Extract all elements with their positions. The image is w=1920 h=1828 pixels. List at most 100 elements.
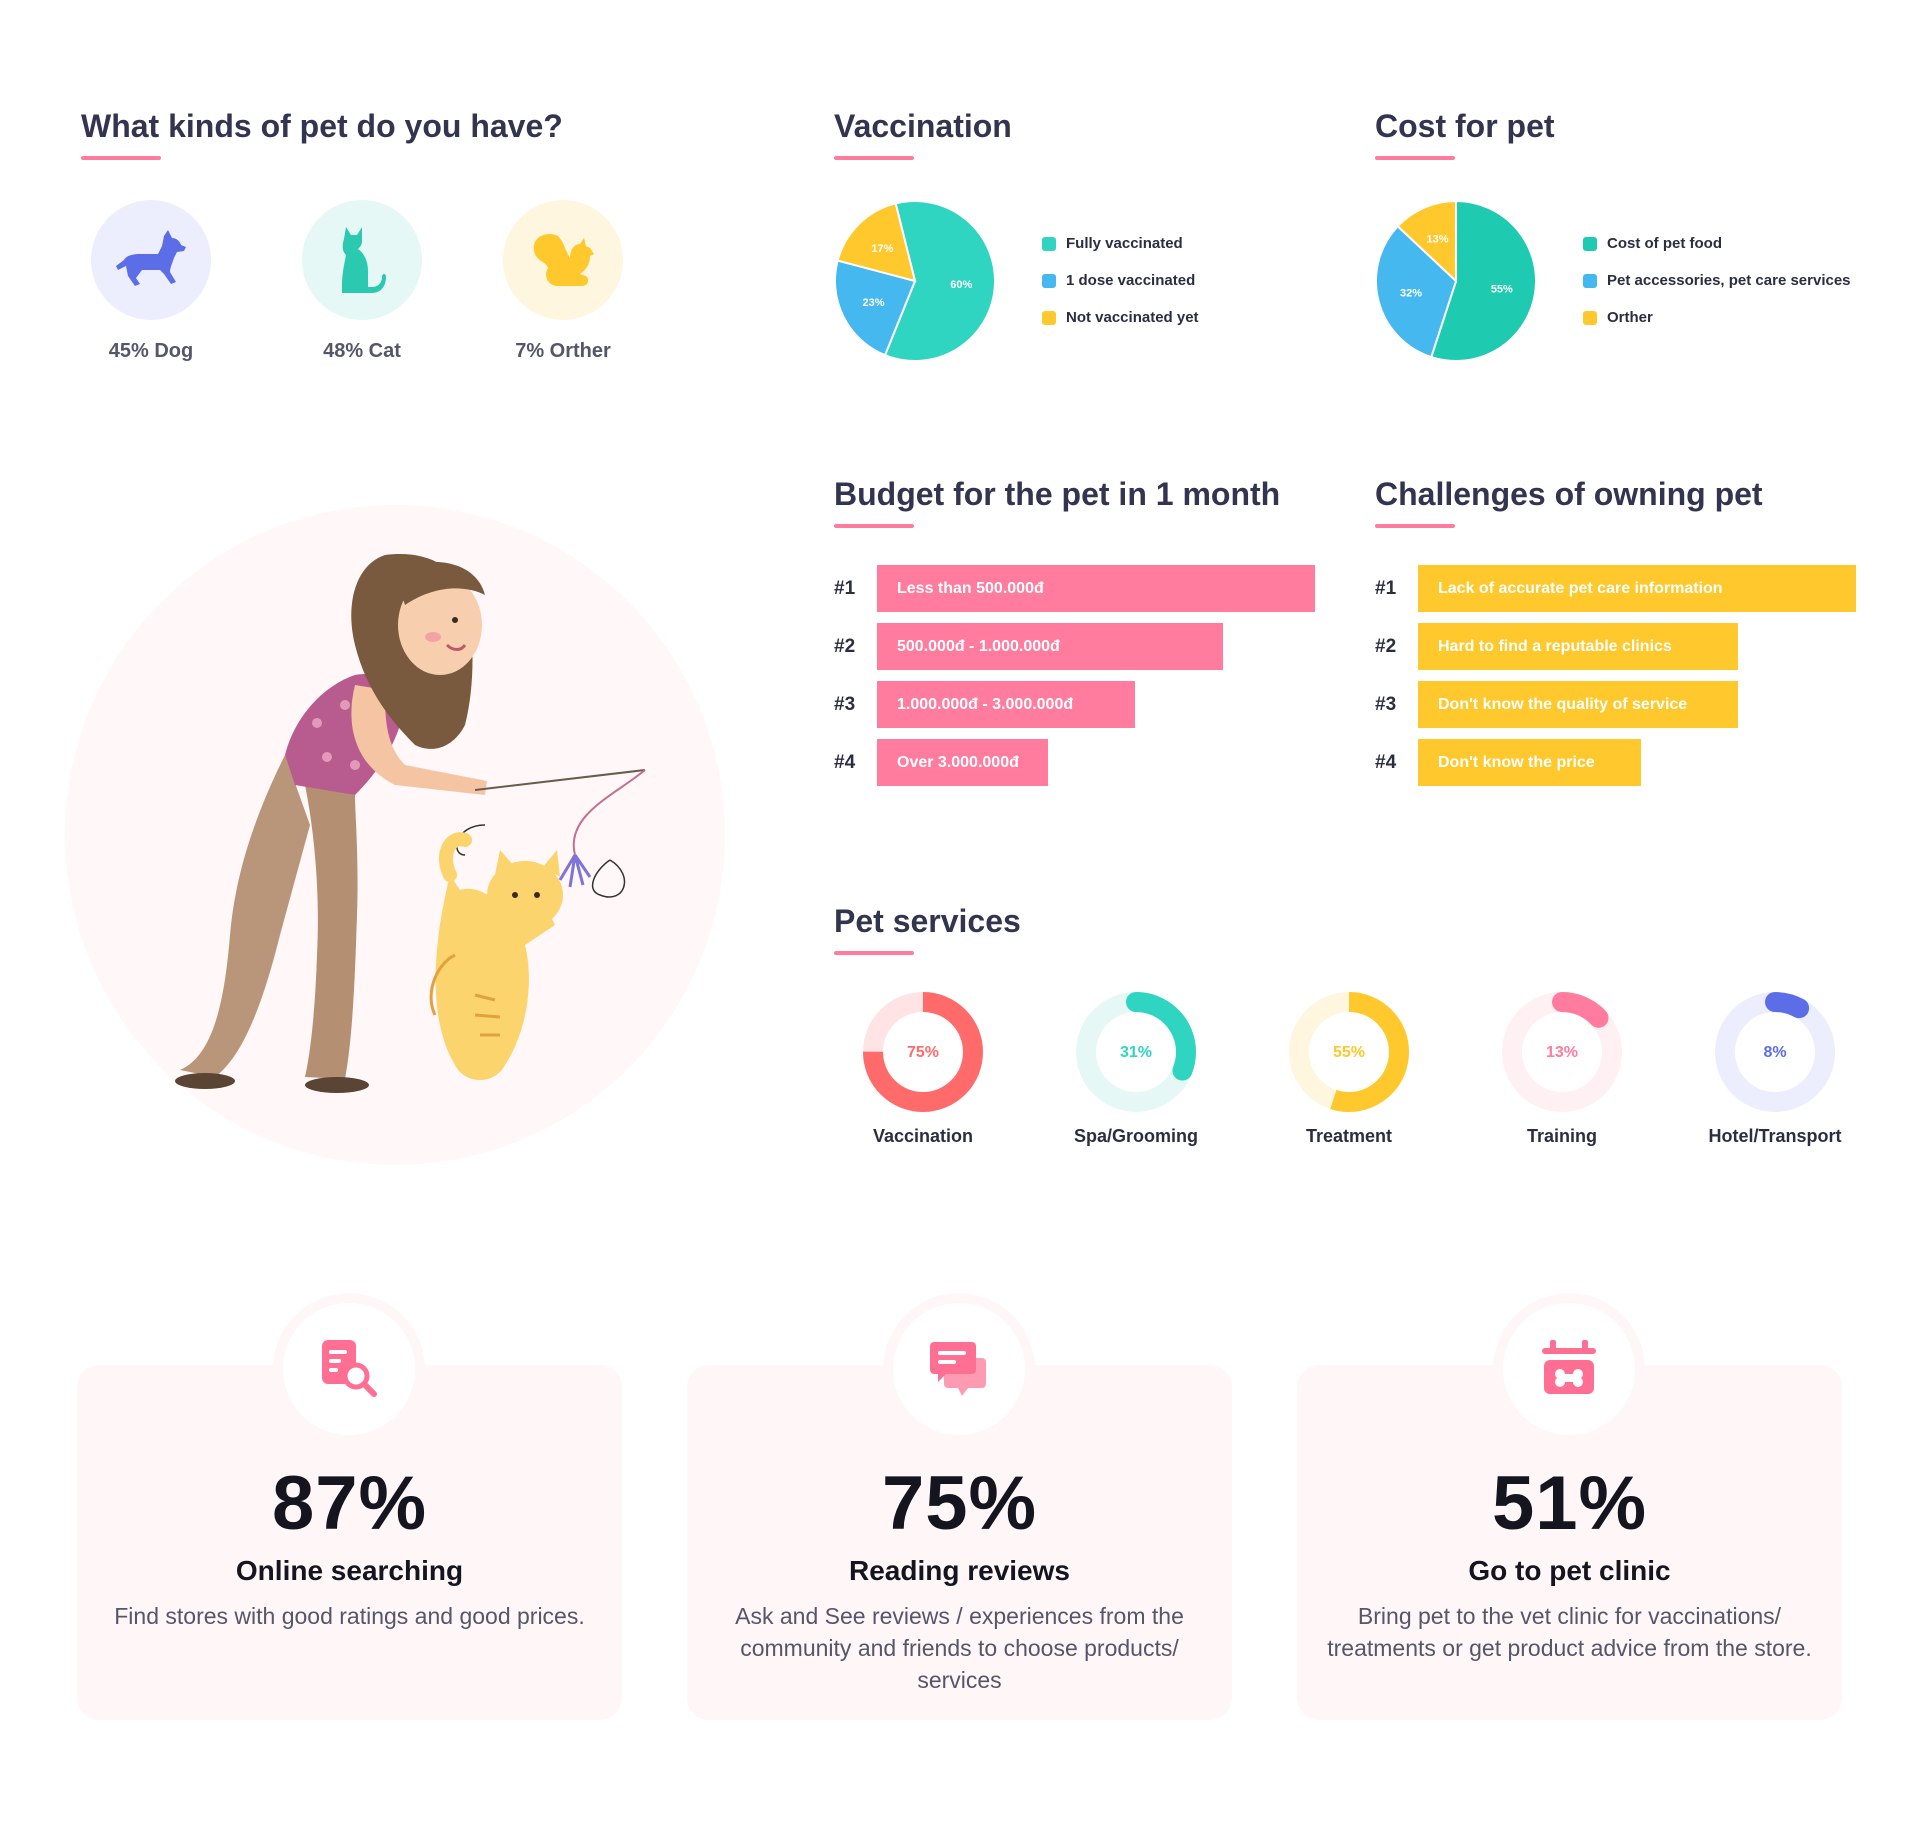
rank-bar: 500.000đ - 1.000.000đ xyxy=(877,623,1223,670)
cat-icon xyxy=(302,200,422,320)
document-search-icon xyxy=(283,1303,415,1435)
donut-value: 31% xyxy=(1120,1044,1152,1061)
donut-label: Hotel/Transport xyxy=(1708,1126,1842,1146)
rank-bar: Don't know the quality of service xyxy=(1418,681,1738,728)
legend-swatch xyxy=(1042,273,1056,288)
cost-legend: Cost of pet food Pet accessories, pet ca… xyxy=(1583,225,1851,336)
legend-label: Cost of pet food xyxy=(1607,235,1722,252)
pet-kind-cat: 48% Cat xyxy=(282,200,442,363)
donut-item: 13% Training xyxy=(1482,990,1642,1147)
squirrel-icon xyxy=(503,200,623,320)
title-underline xyxy=(834,524,914,528)
vaccination-legend: Fully vaccinated 1 dose vaccinated Not v… xyxy=(1042,225,1199,336)
pet-kind-other: 7% Orther xyxy=(483,200,643,363)
donut-value: 13% xyxy=(1546,1044,1578,1061)
pie-slice xyxy=(1430,200,1537,362)
legend-label: 1 dose vaccinated xyxy=(1066,272,1196,289)
legend-swatch xyxy=(1042,310,1056,325)
donut-value: 75% xyxy=(907,1044,939,1061)
donut-item: 75% Vaccination xyxy=(843,990,1003,1147)
stat-title: Go to pet clinic xyxy=(1468,1555,1671,1586)
rank-number: #1 xyxy=(834,577,856,599)
rank-row: #1 Lack of accurate pet care information xyxy=(1375,565,1856,612)
rank-row: #3 1.000.000đ - 3.000.000đ xyxy=(834,681,1135,728)
rank-bar: Lack of accurate pet care information xyxy=(1418,565,1856,612)
stat-percent: 51% xyxy=(1491,1461,1648,1546)
legend-item: Cost of pet food xyxy=(1583,225,1851,262)
pie-slice-label: 60% xyxy=(950,279,972,291)
rank-row: #4 Don't know the price xyxy=(1375,739,1641,786)
donut-item: 31% Spa/Grooming xyxy=(1056,990,1216,1147)
dog-icon xyxy=(91,200,211,320)
cost-title: Cost for pet xyxy=(1375,108,1555,144)
vaccination-pie-chart: 60% 23% 17% xyxy=(834,200,996,362)
pie-slice-label: 13% xyxy=(1427,233,1449,245)
rank-number: #4 xyxy=(1375,751,1397,773)
donut-arc xyxy=(1502,992,1622,1112)
budget-title: Budget for the pet in 1 month xyxy=(834,476,1281,512)
legend-label: Orther xyxy=(1607,309,1653,326)
donut-item: 55% Treatment xyxy=(1269,990,1429,1147)
title-underline xyxy=(834,156,914,160)
legend-item: Not vaccinated yet xyxy=(1042,299,1199,336)
stat-description: Find stores with good ratings and good p… xyxy=(114,1603,585,1629)
legend-swatch xyxy=(1583,310,1597,325)
title-underline xyxy=(81,156,161,160)
donut-value: 8% xyxy=(1763,1044,1786,1061)
stat-card-reading-reviews: 75% Reading reviews Ask and See reviews … xyxy=(687,1303,1232,1720)
rank-row: #4 Over 3.000.000đ xyxy=(834,739,1048,786)
donut-chart: 31% xyxy=(1076,992,1196,1112)
rank-row: #3 Don't know the quality of service xyxy=(1375,681,1738,728)
cost-pie-chart: 55% 32% 13% xyxy=(1375,200,1537,362)
rank-row: #2 Hard to find a reputable clinics xyxy=(1375,623,1738,670)
stat-description: Ask and See reviews / experiences from t… xyxy=(735,1603,1184,1693)
pet-kind-label: 48% Cat xyxy=(323,340,401,362)
donut-arc xyxy=(1076,992,1196,1112)
donut-chart: 55% xyxy=(1289,992,1409,1112)
woman-playing-with-cat-illustration xyxy=(65,505,725,1165)
pie-slice xyxy=(834,259,917,357)
rank-number: #1 xyxy=(1375,577,1397,599)
rank-number: #2 xyxy=(834,635,856,657)
legend-item: Pet accessories, pet care services xyxy=(1583,262,1851,299)
rank-number: #4 xyxy=(834,751,856,773)
donut-chart: 8% xyxy=(1715,992,1835,1112)
legend-label: Pet accessories, pet care services xyxy=(1607,272,1851,289)
vaccination-title: Vaccination xyxy=(834,108,1012,144)
donut-label: Spa/Grooming xyxy=(1073,1126,1198,1146)
donut-arc xyxy=(1715,992,1835,1112)
legend-label: Fully vaccinated xyxy=(1066,235,1183,252)
pie-slice xyxy=(883,200,996,362)
legend-swatch xyxy=(1583,273,1597,288)
donut-item: 8% Hotel/Transport xyxy=(1695,990,1855,1147)
rank-bar: Less than 500.000đ xyxy=(877,565,1315,612)
pie-slice-label: 17% xyxy=(871,243,893,255)
legend-item: Orther xyxy=(1583,299,1851,336)
pie-slice-label: 55% xyxy=(1491,283,1513,295)
legend-item: 1 dose vaccinated xyxy=(1042,262,1199,299)
donut-arc xyxy=(863,992,983,1112)
pet-clinic-icon xyxy=(1503,1303,1635,1435)
stat-title: Online searching xyxy=(235,1555,464,1586)
rank-bar: Over 3.000.000đ xyxy=(877,739,1048,786)
pet-kind-label: 7% Orther xyxy=(515,340,611,362)
pet-kind-dog: 45% Dog xyxy=(71,200,231,363)
rank-bar: 1.000.000đ - 3.000.000đ xyxy=(877,681,1135,728)
donut-chart: 13% xyxy=(1502,992,1622,1112)
challenges-title: Challenges of owning pet xyxy=(1375,476,1763,512)
legend-item: Fully vaccinated xyxy=(1042,225,1199,262)
pie-slice xyxy=(1396,200,1457,284)
legend-swatch xyxy=(1042,236,1056,251)
donut-label: Treatment xyxy=(1305,1126,1393,1146)
rank-bar: Don't know the price xyxy=(1418,739,1641,786)
donut-label: Vaccination xyxy=(872,1126,974,1146)
stat-percent: 87% xyxy=(271,1461,428,1546)
legend-label: Not vaccinated yet xyxy=(1066,309,1199,326)
rank-number: #3 xyxy=(834,693,856,715)
pie-slice-label: 23% xyxy=(862,297,884,309)
pie-slice-label: 32% xyxy=(1400,288,1422,300)
title-underline xyxy=(1375,156,1455,160)
stat-description: Bring pet to the vet clinic for vaccinat… xyxy=(1327,1603,1812,1661)
title-underline xyxy=(1375,524,1455,528)
rank-row: #2 500.000đ - 1.000.000đ xyxy=(834,623,1223,670)
